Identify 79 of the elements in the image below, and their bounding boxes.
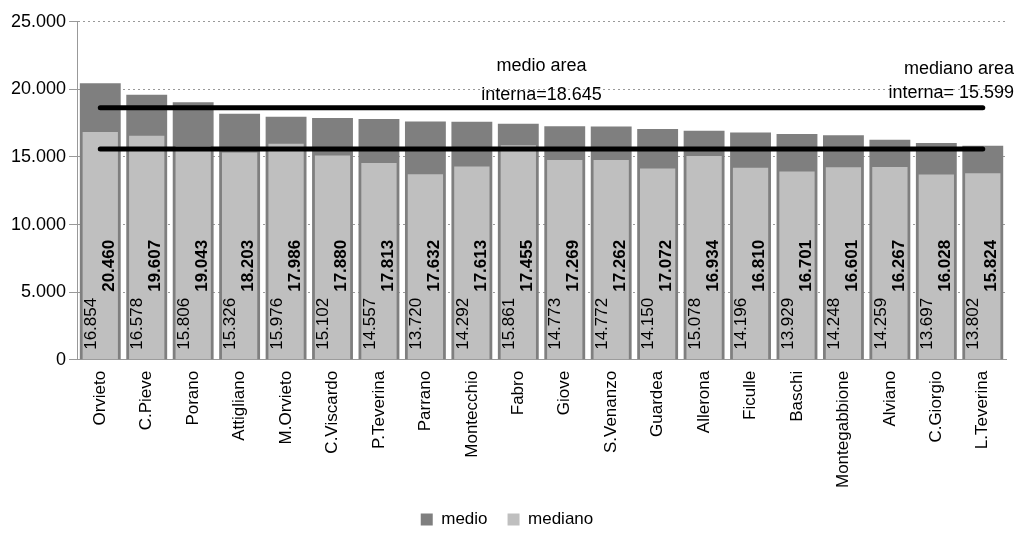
y-tick-label: 25.000: [10, 10, 67, 31]
data-label: 19.607: [145, 239, 165, 292]
data-label: 15.326: [220, 297, 240, 350]
data-label: 14.150: [638, 297, 658, 350]
data-label: 19.043: [191, 239, 211, 292]
x-tick-label: Allerona: [693, 370, 713, 434]
data-label: 16.701: [795, 239, 815, 292]
x-tick-label: Montegabbione: [833, 370, 853, 489]
data-label: 17.072: [656, 239, 676, 292]
bar: [361, 162, 397, 360]
data-label: 14.259: [870, 297, 890, 350]
data-label: 13.720: [406, 297, 426, 350]
bar: [872, 167, 908, 360]
data-label: 17.613: [470, 239, 490, 292]
x-tick-label: Giove: [554, 370, 574, 416]
data-label: 15.976: [266, 297, 286, 350]
bar: [268, 143, 304, 360]
x-tick-label: Porano: [182, 370, 202, 426]
data-label: 17.455: [516, 239, 536, 292]
data-label: 15.806: [173, 297, 193, 350]
x-tick-label: C.Viscardo: [322, 370, 342, 454]
data-label: 16.854: [80, 297, 100, 350]
bar: [454, 166, 490, 360]
y-tick-label: 10.000: [10, 213, 67, 234]
data-label: 16.601: [842, 239, 862, 292]
data-label: 17.262: [609, 239, 629, 292]
data-label: 15.102: [313, 297, 333, 350]
ref-line-label: mediano area interna= 15.599: [888, 57, 1015, 102]
data-label: 16.028: [935, 239, 955, 292]
data-label: 13.802: [963, 297, 983, 350]
x-tick-label: Baschi: [786, 370, 806, 422]
data-label: 15.824: [981, 239, 1001, 292]
x-tick-label: Parrano: [415, 370, 435, 432]
data-label: 17.986: [284, 239, 304, 292]
data-label: 15.861: [498, 297, 518, 350]
x-tick-label: P.Teverina: [368, 370, 388, 449]
x-tick-label: Fabro: [507, 370, 527, 416]
data-label: 20.460: [98, 239, 118, 292]
x-tick-label: Guardea: [647, 370, 667, 437]
data-label: 18.203: [238, 239, 258, 292]
y-tick-label: 0: [56, 348, 67, 369]
bar: [640, 168, 676, 360]
x-tick-label: Alviano: [879, 370, 899, 427]
data-label: 15.078: [684, 297, 704, 350]
x-tick-label: S.Venanzo: [600, 370, 620, 454]
y-tick-label: 20.000: [10, 78, 67, 99]
x-tick-label: L.Teverina: [972, 370, 992, 450]
bar: [547, 160, 583, 360]
x-tick-label: Ficulle: [740, 370, 760, 420]
data-label: 17.813: [377, 239, 397, 292]
bar: [593, 160, 629, 360]
data-label: 14.773: [545, 297, 565, 350]
x-tick-label: Attigliano: [229, 370, 249, 441]
data-label: 14.557: [359, 297, 379, 350]
legend-label: medio: [441, 509, 488, 529]
data-label: 16.810: [749, 239, 769, 292]
data-label: 14.772: [591, 297, 611, 350]
x-tick-label: Orvieto: [89, 370, 109, 426]
data-label: 13.697: [917, 297, 937, 350]
data-label: 16.578: [127, 297, 147, 350]
data-label: 14.248: [824, 297, 844, 350]
ref-line-label: medio area interna=18.645: [481, 54, 602, 104]
data-label: 16.934: [702, 239, 722, 292]
x-tick-label: C.Pieve: [136, 370, 156, 431]
bar: [779, 171, 815, 360]
bar: [686, 155, 722, 360]
x-tick-label: C.Giorgio: [926, 370, 946, 443]
x-tick-label: Montecchio: [461, 370, 481, 458]
y-tick-label: 5.000: [21, 281, 67, 302]
data-label: 17.269: [563, 239, 583, 292]
data-label: 14.292: [452, 297, 472, 350]
data-label: 17.880: [331, 239, 351, 292]
y-tick-label: 15.000: [10, 145, 67, 166]
data-label: 14.196: [731, 297, 751, 350]
data-label: 16.267: [888, 239, 908, 292]
data-label: 13.929: [777, 297, 797, 350]
data-label: 17.632: [424, 239, 444, 292]
x-tick-label: M.Orvieto: [275, 370, 295, 445]
legend-label: mediano: [528, 509, 594, 529]
